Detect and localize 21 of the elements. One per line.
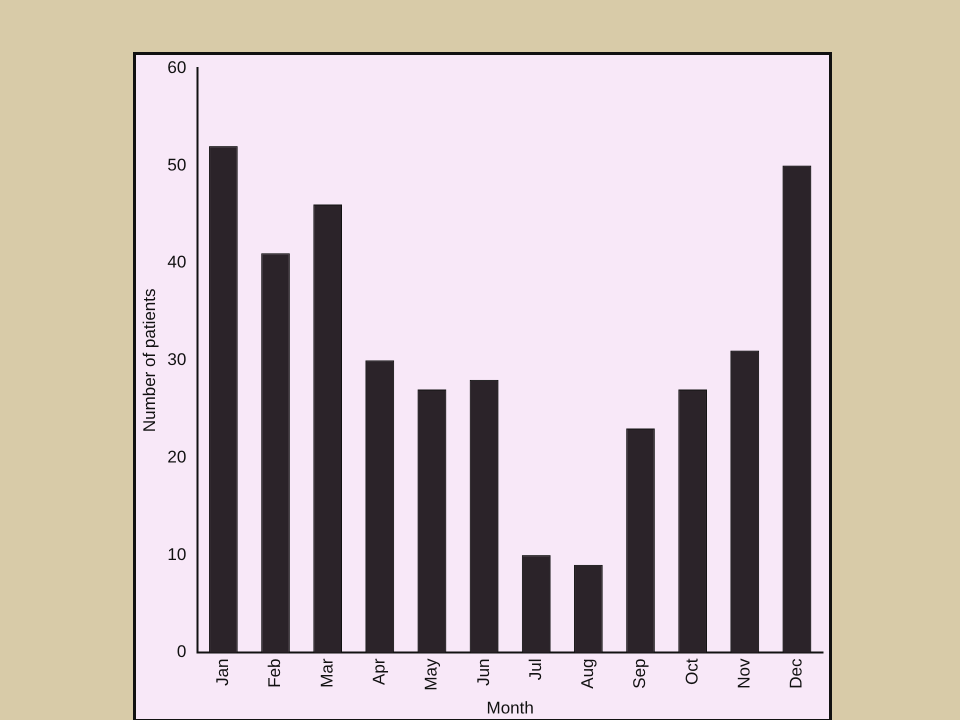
- y-tick-label: 10: [167, 544, 186, 564]
- x-tick-label: Mar: [317, 658, 336, 688]
- x-tick-label: Dec: [786, 658, 806, 689]
- x-tick-label: Jun: [474, 658, 493, 686]
- y-tick-label: 20: [167, 447, 186, 466]
- x-tick-label: Jul: [526, 658, 545, 680]
- x-tick-label: Jan: [213, 658, 232, 686]
- x-tick-label: Apr: [369, 658, 388, 685]
- x-tick-label: Nov: [734, 658, 754, 689]
- x-tick-label: Sep: [630, 658, 650, 689]
- y-tick-label: 30: [167, 350, 186, 370]
- y-tick-label: 60: [167, 58, 186, 77]
- y-tick-label: 0: [176, 642, 186, 662]
- x-axis-title: Month: [486, 698, 534, 718]
- y-tick-label: 40: [167, 252, 186, 272]
- x-tick-label: Feb: [265, 658, 284, 688]
- y-axis-title: Number of patients: [140, 288, 159, 432]
- x-tick-label: Oct: [682, 658, 702, 685]
- y-tick-label: 50: [167, 155, 186, 174]
- x-tick-label: May: [422, 658, 441, 691]
- x-tick-label: Aug: [578, 658, 598, 689]
